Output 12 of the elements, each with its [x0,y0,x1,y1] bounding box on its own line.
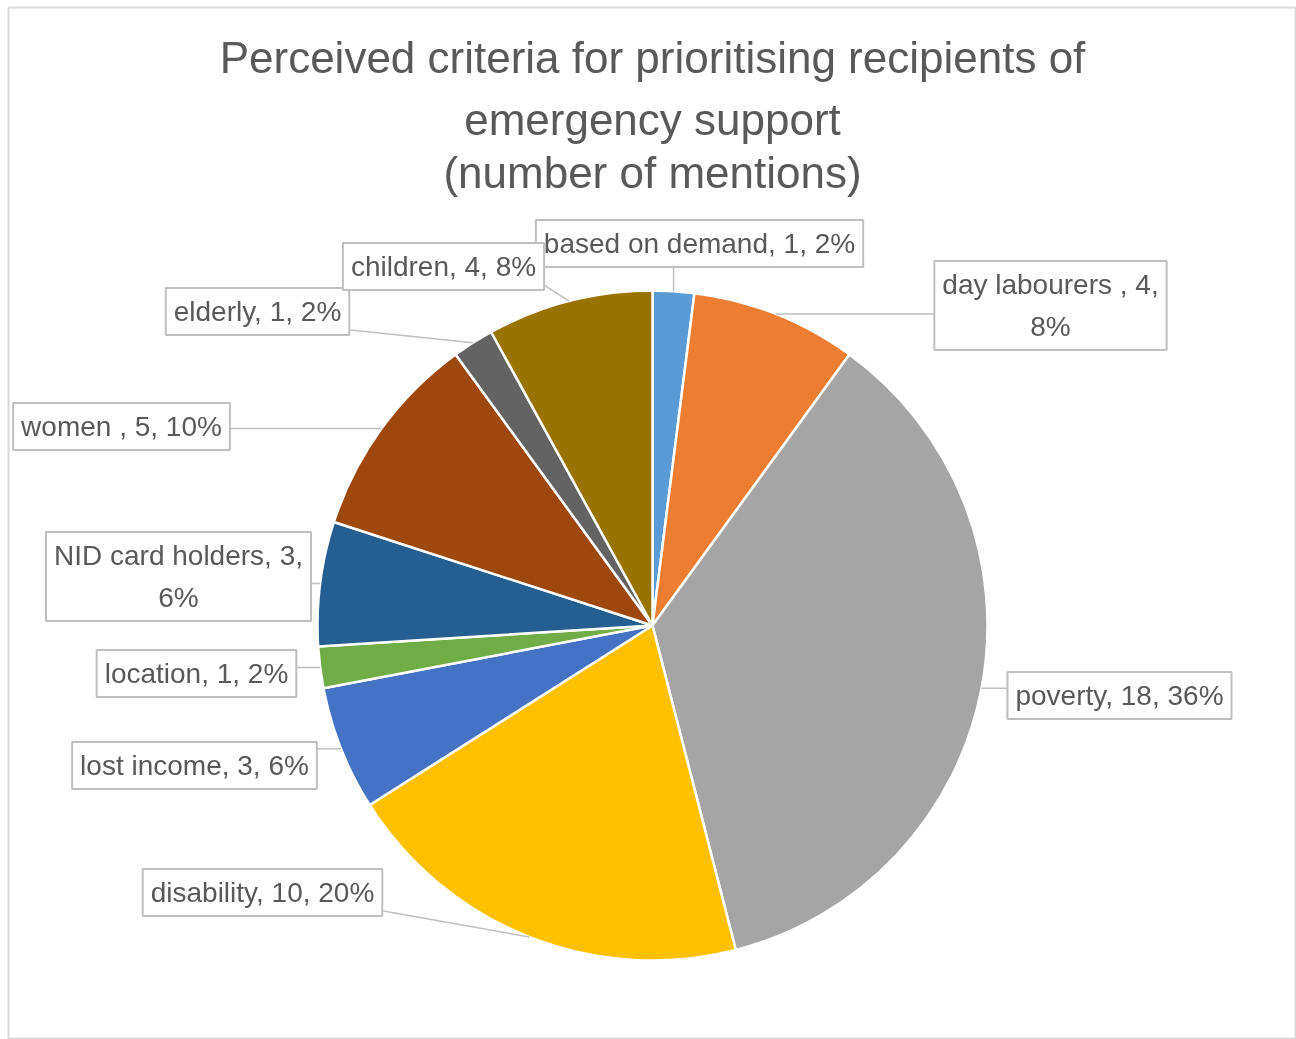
chart-title: Perceived criteria for prioritising recipients of emergency support [219,32,1087,145]
slice-label: location, 1, 2% [104,658,289,689]
slice-label: based on demand, 1, 2% [543,228,856,259]
chart-subtitle: (number of mentions) [443,148,862,197]
slice-label: poverty, 18, 36% [1015,680,1224,711]
slice-label: women , 5, 10% [20,411,222,442]
slice-label: elderly, 1, 2% [173,296,342,327]
slice-label: lost income, 3, 6% [80,750,309,781]
slice-label: disability, 10, 20% [150,877,375,908]
slice-label: day labourers , 4, 8% [942,269,1159,342]
slice-label: children, 4, 8% [350,251,537,282]
slice-label: NID card holders, 3, 6% [54,540,303,613]
